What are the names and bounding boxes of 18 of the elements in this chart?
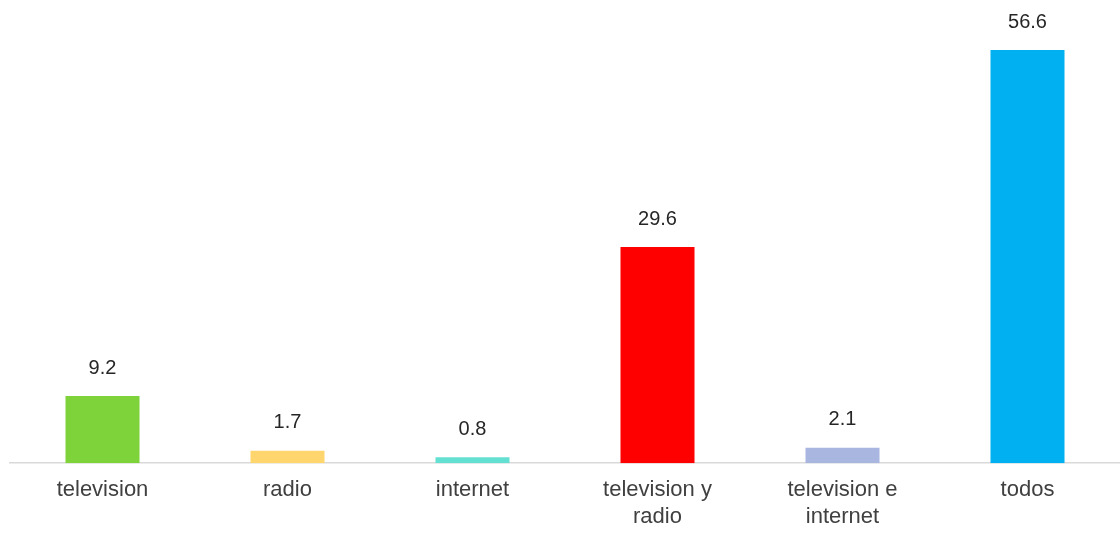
bar: [250, 450, 325, 464]
x-tick-label: internet: [435, 476, 510, 502]
data-label: 56.6: [1008, 9, 1047, 32]
x-tick-label: radio: [263, 476, 312, 502]
x-tick-label: television: [56, 476, 149, 502]
data-label: 1.7: [273, 410, 302, 433]
data-label: 2.1: [828, 407, 857, 430]
bar: [990, 50, 1065, 464]
bar: [65, 396, 140, 464]
data-label: 9.2: [88, 355, 117, 378]
bar: [805, 447, 880, 464]
x-tick-label: television y radio: [603, 476, 712, 528]
bar: [620, 247, 695, 464]
x-tick-label: television e internet: [787, 476, 898, 528]
data-label: 0.8: [458, 416, 487, 439]
bar: [435, 457, 510, 464]
x-tick-label: todos: [1000, 476, 1055, 502]
data-label: 29.6: [638, 206, 677, 229]
